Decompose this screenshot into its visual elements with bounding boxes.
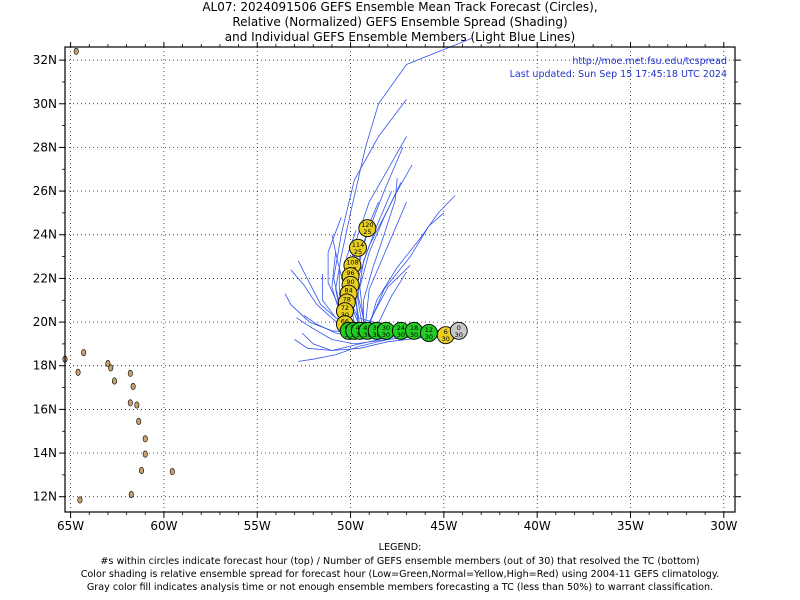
ensemble-mean-track: 1202511425108289629903084307830723066306… xyxy=(335,219,468,345)
ensemble-member-track xyxy=(368,212,459,336)
y-tick-label: 26N xyxy=(33,184,57,198)
forecast-hour-label: 36 xyxy=(373,324,381,332)
island xyxy=(139,467,145,475)
x-tick-label: 40W xyxy=(524,519,551,533)
source-url[interactable]: http://moe.met.fsu.edu/tcspread xyxy=(572,56,727,67)
x-tick-label: 55W xyxy=(244,519,271,533)
ensemble-member-track xyxy=(357,190,459,332)
member-count-label: 25 xyxy=(363,228,371,236)
y-tick-label: 18N xyxy=(33,359,57,373)
x-tick-label: 50W xyxy=(337,519,364,533)
forecast-hour-label: 0 xyxy=(457,324,461,332)
forecast-hour-label: 6 xyxy=(444,328,448,336)
y-tick-label: 20N xyxy=(33,315,57,329)
y-tick-label: 24N xyxy=(33,228,57,242)
island xyxy=(136,417,142,425)
y-tick-label: 32N xyxy=(33,53,57,67)
legend-heading: LEGEND: xyxy=(378,542,422,553)
island xyxy=(127,369,133,377)
x-tick-label: 65W xyxy=(57,519,84,533)
mean-track-circle xyxy=(358,219,377,238)
forecast-hour-label: 90 xyxy=(346,278,354,286)
member-count-label: 30 xyxy=(373,331,381,339)
forecast-hour-label: 24 xyxy=(397,324,405,332)
forecast-hour-label: 96 xyxy=(346,269,354,277)
last-updated: Last updated: Sun Sep 15 17:45:18 UTC 20… xyxy=(510,69,727,80)
forecast-hour-label: 108 xyxy=(346,258,358,266)
member-count-label: 30 xyxy=(341,311,349,319)
forecast-hour-label: 30 xyxy=(382,324,390,332)
island xyxy=(128,491,134,499)
island xyxy=(134,401,140,409)
chart-title-line-1: AL07: 2024091506 GEFS Ensemble Mean Trac… xyxy=(202,0,598,14)
y-tick-label: 12N xyxy=(33,490,57,504)
mean-track-circle xyxy=(349,238,367,257)
member-count-label: 30 xyxy=(442,335,450,343)
island xyxy=(169,468,175,476)
x-tick-label: 45W xyxy=(430,519,457,533)
member-count-label: 30 xyxy=(410,331,418,339)
member-count-label: 30 xyxy=(425,333,433,341)
member-count-label: 25 xyxy=(354,248,362,256)
x-tick-label: 30W xyxy=(710,519,737,533)
y-tick-label: 22N xyxy=(33,271,57,285)
island xyxy=(111,377,117,385)
island xyxy=(142,435,148,443)
forecast-hour-label: 66 xyxy=(341,317,349,325)
forecast-hour-label: 114 xyxy=(352,241,364,249)
chart-title-line-3: and Individual GEFS Ensemble Members (Li… xyxy=(224,30,576,44)
island xyxy=(130,382,136,390)
legend-line-2: Color shading is relative ensemble sprea… xyxy=(80,569,720,580)
legend-line-1: #s within circles indicate forecast hour… xyxy=(100,556,700,567)
ensemble-member-track xyxy=(368,265,459,332)
y-tick-label: 14N xyxy=(33,446,57,460)
island xyxy=(73,47,79,55)
forecast-hour-label: 12 xyxy=(425,326,433,334)
y-tick-label: 30N xyxy=(33,97,57,111)
ensemble-member-track xyxy=(365,201,459,332)
island xyxy=(127,399,133,407)
axes: 65W 60W 55W 50W 45W 40W 35W 30W 12N 14N 16N 18N 20N 2… xyxy=(33,42,741,533)
x-tick-label: 35W xyxy=(617,519,644,533)
forecast-hour-label: 72 xyxy=(341,304,349,312)
x-tick-label: 60W xyxy=(150,519,177,533)
island xyxy=(142,450,148,458)
member-count-label: 30 xyxy=(382,331,390,339)
forecast-hour-label: 84 xyxy=(345,287,353,295)
ensemble-member-track xyxy=(368,195,459,334)
forecast-hour-label: 42 xyxy=(363,324,371,332)
member-count-label: 30 xyxy=(455,331,463,339)
forecast-hour-label: 78 xyxy=(343,295,351,303)
island xyxy=(81,349,87,357)
y-tick-label: 28N xyxy=(33,140,57,154)
island xyxy=(105,360,111,368)
legend-line-3: Gray color fill indicates analysis time … xyxy=(86,582,714,593)
plot-frame xyxy=(64,46,736,513)
forecast-hour-label: 18 xyxy=(410,324,418,332)
forecast-hour-label: 120 xyxy=(361,221,373,229)
y-tick-label: 16N xyxy=(33,402,57,416)
member-count-label: 30 xyxy=(363,331,371,339)
chart-title-line-2: Relative (Normalized) GEFS Ensemble Spre… xyxy=(232,15,568,29)
land-islands xyxy=(62,47,175,504)
island xyxy=(75,368,81,376)
mean-track-circle xyxy=(449,321,468,340)
lat-lon-grid xyxy=(65,47,735,512)
island xyxy=(77,496,83,504)
member-count-label: 30 xyxy=(397,331,405,339)
